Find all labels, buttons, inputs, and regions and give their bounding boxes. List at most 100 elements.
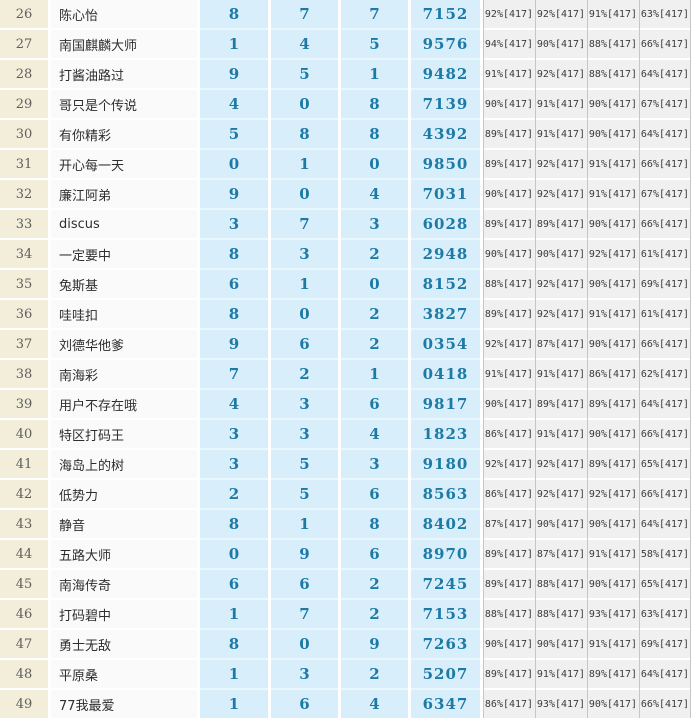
digit-cell: 6 [271, 330, 338, 358]
username-cell: 打码碧中 [51, 600, 197, 628]
stat-cell: 91%[417] [587, 630, 639, 658]
username-cell: 打酱油路过 [51, 60, 197, 88]
username-cell: 有你精彩 [51, 120, 197, 148]
digit-cell: 1 [271, 510, 338, 538]
digit-cell: 2 [341, 330, 408, 358]
stat-cell: 91%[417] [535, 360, 587, 388]
stats-row: 88%[417] 92%[417] 90%[417] 69%[417] [483, 270, 691, 298]
column-divider [587, 0, 588, 718]
stat-cell: 89%[417] [483, 150, 535, 178]
stat-cell: 92%[417] [483, 0, 535, 28]
stat-cell: 92%[417] [535, 300, 587, 328]
stat-cell: 91%[417] [587, 180, 639, 208]
rank-cell: 42 [0, 480, 48, 508]
digit-cell: 3 [200, 210, 268, 238]
stat-cell: 90%[417] [483, 630, 535, 658]
stat-cell: 92%[417] [535, 0, 587, 28]
digit-cell: 7 [200, 360, 268, 388]
digit-cell: 6 [271, 690, 338, 718]
code-cell: 7031 [411, 180, 480, 208]
stat-cell: 66%[417] [639, 690, 691, 718]
digit-cell: 5 [271, 480, 338, 508]
stat-cell: 86%[417] [587, 360, 639, 388]
stats-row: 89%[417] 87%[417] 91%[417] 58%[417] [483, 540, 691, 568]
digit-cell: 0 [271, 630, 338, 658]
stat-cell: 89%[417] [535, 390, 587, 418]
digit-cell: 4 [341, 420, 408, 448]
rank-cell: 38 [0, 360, 48, 388]
stats-row: 86%[417] 93%[417] 90%[417] 66%[417] [483, 690, 691, 718]
digit-cell: 3 [200, 450, 268, 478]
digit-cell: 2 [341, 300, 408, 328]
username-cell: 低势力 [51, 480, 197, 508]
stat-cell: 94%[417] [483, 30, 535, 58]
username-cell: 77我最爱 [51, 690, 197, 718]
stat-cell: 66%[417] [639, 420, 691, 448]
digit-cell: 4 [200, 390, 268, 418]
stat-cell: 87%[417] [535, 330, 587, 358]
digit-cell: 7 [341, 0, 408, 28]
rank-cell: 26 [0, 0, 48, 28]
username-cell: 哇哇扣 [51, 300, 197, 328]
rank-column: 26 27 28 29 30 31 32 33 34 35 36 37 38 39 40 41 42 43 44 45… [0, 0, 48, 718]
digit-cell: 6 [271, 570, 338, 598]
digit-cell: 8 [200, 240, 268, 268]
stats-row: 90%[417] 90%[417] 92%[417] 61%[417] [483, 240, 691, 268]
code-cell: 9850 [411, 150, 480, 178]
stat-cell: 93%[417] [535, 690, 587, 718]
code-cell: 3827 [411, 300, 480, 328]
digit-cell: 7 [271, 210, 338, 238]
code-cell: 5207 [411, 660, 480, 688]
stat-cell: 90%[417] [535, 240, 587, 268]
digit-cell: 2 [341, 600, 408, 628]
stat-cell: 67%[417] [639, 180, 691, 208]
digit-cell: 3 [271, 240, 338, 268]
username-cell: 静音 [51, 510, 197, 538]
stat-cell: 91%[417] [535, 660, 587, 688]
rank-cell: 33 [0, 210, 48, 238]
stats-row: 90%[417] 90%[417] 91%[417] 69%[417] [483, 630, 691, 658]
stats-row: 92%[417] 92%[417] 91%[417] 63%[417] [483, 0, 691, 28]
stat-cell: 61%[417] [639, 300, 691, 328]
stat-cell: 63%[417] [639, 600, 691, 628]
rank-cell: 32 [0, 180, 48, 208]
code-cell: 9180 [411, 450, 480, 478]
stats-row: 89%[417] 88%[417] 90%[417] 65%[417] [483, 570, 691, 598]
stat-cell: 89%[417] [483, 660, 535, 688]
digit-cell: 8 [200, 300, 268, 328]
username-cell: 廉江阿弟 [51, 180, 197, 208]
stats-row: 86%[417] 92%[417] 92%[417] 66%[417] [483, 480, 691, 508]
stats-row: 90%[417] 92%[417] 91%[417] 67%[417] [483, 180, 691, 208]
stat-cell: 90%[417] [587, 120, 639, 148]
digit-cell: 4 [200, 90, 268, 118]
stats-row: 89%[417] 91%[417] 90%[417] 64%[417] [483, 120, 691, 148]
stat-cell: 89%[417] [587, 450, 639, 478]
stat-cell: 92%[417] [535, 180, 587, 208]
stat-cell: 88%[417] [483, 600, 535, 628]
stats-row: 92%[417] 87%[417] 90%[417] 66%[417] [483, 330, 691, 358]
stat-cell: 92%[417] [587, 240, 639, 268]
stat-cell: 62%[417] [639, 360, 691, 388]
digit-cell: 0 [271, 300, 338, 328]
stat-cell: 90%[417] [483, 180, 535, 208]
stat-cell: 91%[417] [587, 540, 639, 568]
stats-row: 89%[417] 92%[417] 91%[417] 61%[417] [483, 300, 691, 328]
digit-cell: 8 [341, 120, 408, 148]
stat-cell: 93%[417] [587, 600, 639, 628]
rank-cell: 49 [0, 690, 48, 718]
stats-row: 90%[417] 91%[417] 90%[417] 67%[417] [483, 90, 691, 118]
digit-cell: 6 [200, 570, 268, 598]
digit-cell: 8 [200, 630, 268, 658]
stat-cell: 88%[417] [483, 270, 535, 298]
stat-cell: 91%[417] [535, 120, 587, 148]
stat-cell: 91%[417] [587, 300, 639, 328]
username-cell: 陈心怡 [51, 0, 197, 28]
stat-cell: 88%[417] [587, 60, 639, 88]
digit-cell: 1 [200, 660, 268, 688]
stat-cell: 86%[417] [483, 420, 535, 448]
digit-cell: 0 [200, 150, 268, 178]
digit-cell: 9 [341, 630, 408, 658]
digit-cell: 2 [271, 360, 338, 388]
rank-cell: 35 [0, 270, 48, 298]
